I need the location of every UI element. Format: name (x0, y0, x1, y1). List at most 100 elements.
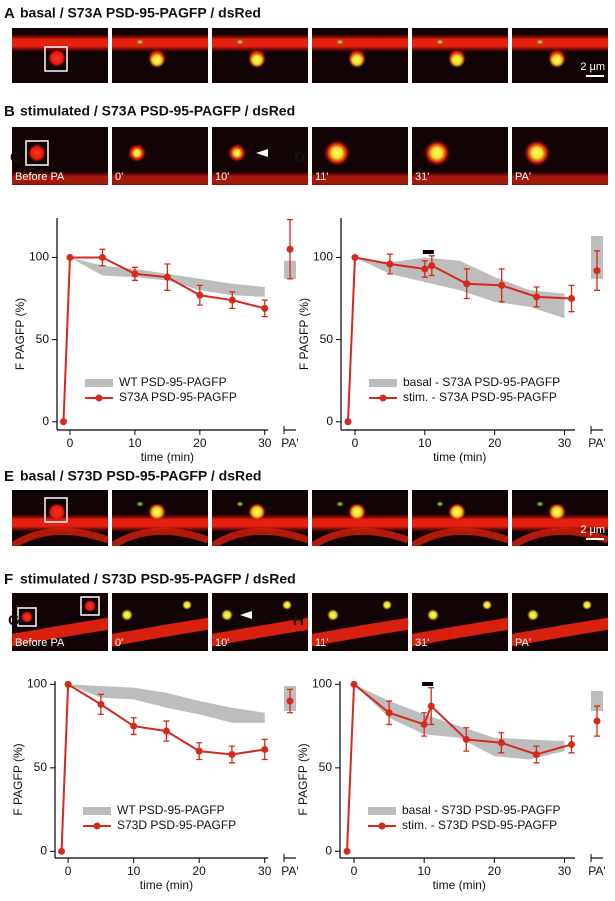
frame-content: 11' (312, 127, 408, 185)
micrograph-frame: 10' (212, 593, 308, 651)
arrowhead (240, 611, 252, 619)
frame-label: 10' (215, 637, 229, 649)
frame-content: 0' (112, 127, 208, 185)
pagfp-spot (349, 504, 365, 520)
legend-marker (378, 822, 386, 830)
legend-marker (93, 822, 101, 830)
data-point (343, 847, 351, 855)
frame-label: 31' (415, 637, 429, 649)
dendrite (312, 514, 408, 532)
y-tick-label: 100 (312, 677, 332, 691)
dendrite (12, 514, 108, 532)
spine (48, 49, 66, 67)
micrograph-frame (212, 28, 308, 83)
data-point (64, 680, 72, 688)
frame-label: 0' (115, 171, 123, 183)
scale-bar-label: 2 μm (580, 524, 605, 536)
pagfp-spot (382, 600, 392, 610)
frame-content: 10' (212, 127, 308, 185)
pagfp-spot-small (336, 39, 344, 45)
y-tick-label: 0 (42, 414, 49, 428)
dendrite (112, 34, 208, 52)
data-point (350, 680, 358, 688)
pagfp-spot-small (236, 39, 244, 45)
legend-label: basal - S73A PSD-95-PAGFP (403, 375, 560, 389)
frame-content: 31' (412, 593, 508, 651)
pagfp-spot-small (436, 39, 444, 45)
frame-content: 2 μm (512, 28, 608, 83)
roi-box (80, 596, 100, 616)
x-tick-label: 20 (193, 436, 207, 450)
pagfp-spot (527, 609, 539, 621)
y-axis-label: F PAGFP (%) (296, 743, 310, 815)
frame-content (412, 28, 508, 83)
micrograph-frame (12, 28, 108, 83)
dendrite (212, 171, 308, 185)
dendrite (412, 617, 508, 647)
pagfp-spot (449, 504, 465, 520)
roi-box (25, 140, 49, 166)
data-point (261, 745, 269, 753)
row-title: basal / S73A PSD-95-PAGFP / dsRed (20, 5, 261, 21)
data-point (385, 709, 393, 717)
panel-letter: C (10, 149, 21, 166)
pagfp-spot (249, 52, 265, 68)
data-point (228, 750, 236, 758)
dendrite (512, 171, 608, 185)
x-tick-label: 30 (258, 436, 272, 450)
frame-label: Before PA (15, 171, 65, 183)
pagfp-spot-small (536, 39, 544, 45)
data-point (98, 253, 106, 261)
dendrite-branch (412, 527, 508, 546)
legend-label: basal - S73D PSD-95-PAGFP (402, 803, 561, 817)
y-tick-label: 100 (313, 250, 333, 264)
data-line (62, 256, 265, 422)
dendrite (112, 171, 208, 185)
x-tick-label: 10 (128, 436, 142, 450)
data-line (60, 682, 265, 852)
dendrite (412, 171, 508, 185)
frame-content: PA' (512, 127, 608, 185)
range-band (354, 257, 565, 319)
frame-content (212, 490, 308, 546)
data-point (567, 740, 575, 748)
dendrite (512, 34, 608, 52)
dendrite (312, 617, 408, 647)
frame-content: Before PA (12, 127, 108, 185)
dendrite (512, 514, 608, 532)
pa-point (593, 267, 601, 275)
spine (28, 144, 46, 162)
y-tick-label: 0 (40, 843, 47, 857)
dendrite-branch (512, 527, 608, 546)
frame-content: PA' (512, 593, 608, 651)
x-tick-label: 0 (65, 864, 72, 878)
y-tick-label: 50 (319, 760, 333, 774)
panel-letter: G (8, 612, 20, 629)
frame-content (312, 28, 408, 83)
panel-letter: B (4, 103, 15, 120)
pagfp-spot (449, 52, 465, 68)
pagfp-spot-small (236, 501, 244, 507)
micrograph-frame: PA' (512, 127, 608, 185)
micrograph-frame: 31' (412, 127, 508, 185)
dendrite (12, 171, 108, 185)
legend-label: S73D PSD-95-PAGFP (117, 818, 236, 832)
data-point (428, 262, 436, 270)
data-point (568, 295, 576, 303)
legend-label: stim. - S73D PSD-95-PAGFP (402, 818, 557, 832)
data-point (131, 270, 139, 278)
dendrite (412, 514, 508, 532)
roi-box (17, 607, 37, 627)
pa-label: PA' (281, 864, 298, 878)
y-tick-label: 0 (325, 843, 332, 857)
x-tick-label: 10 (418, 436, 432, 450)
pagfp-spot (482, 600, 492, 610)
x-tick-label: 20 (193, 864, 207, 878)
dendrite-branch (12, 527, 108, 546)
stimulus-bar (422, 250, 434, 254)
micrograph-frame (412, 490, 508, 546)
pa-label: PA' (588, 864, 605, 878)
micrograph-frame: 11' (312, 127, 408, 185)
x-tick-label: 20 (488, 436, 502, 450)
